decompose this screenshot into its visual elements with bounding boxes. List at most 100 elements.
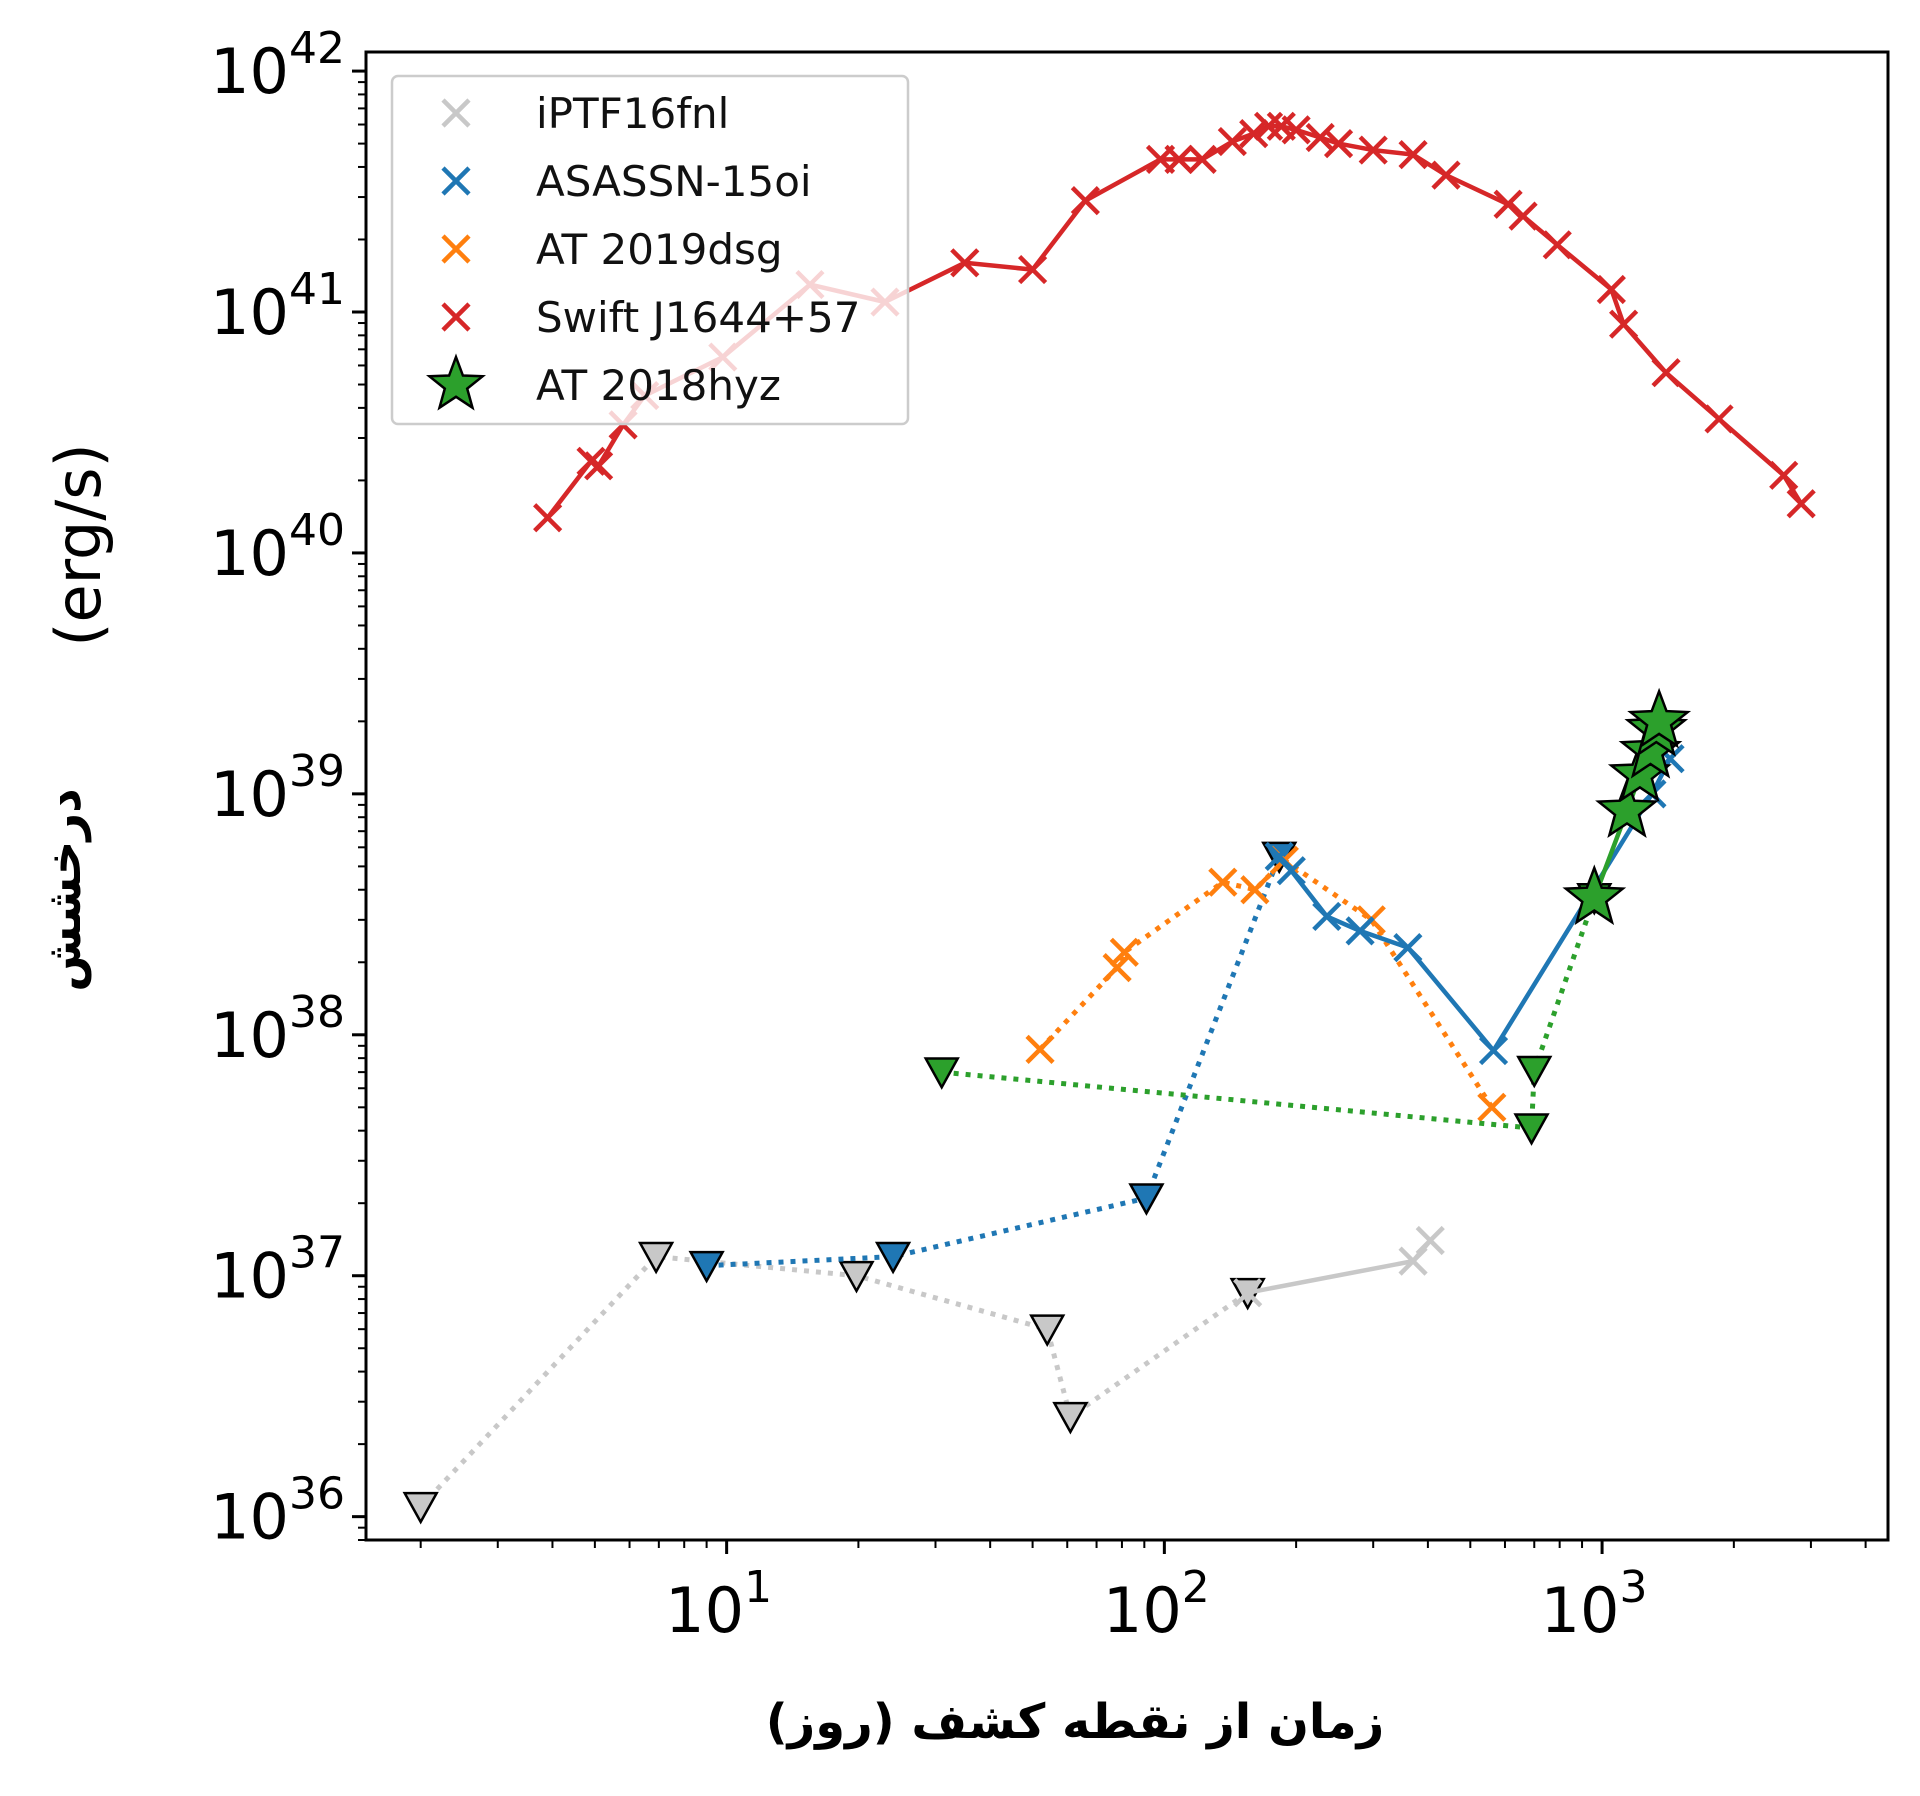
x-tick-label-1: 101 [665, 1562, 772, 1647]
data-point-iptf16fnl-limits-0 [402, 1491, 439, 1525]
legend-marker-iptf16fnl-stroke-b [441, 98, 471, 128]
data-point-swift-j1644-57-17-stroke-b [1266, 111, 1296, 141]
legend-item-swift-j1644-57: Swift J1644+57 [441, 293, 860, 342]
data-point-swift-j1644-57-18 [1281, 115, 1311, 145]
data-point-swift-j1644-57-9 [1018, 254, 1048, 285]
data-point-swift-j1644-57-27 [1596, 274, 1626, 305]
data-point-swift-j1644-57-26 [1542, 230, 1572, 260]
data-point-swift-j1644-57-31 [1769, 460, 1799, 490]
data-point-swift-j1644-57-20-stroke-b [1323, 129, 1354, 159]
legend-box [390, 74, 910, 426]
data-point-swift-j1644-57-25 [1508, 201, 1538, 231]
data-point-at-2018hyz-limits-1 [1513, 1113, 1550, 1146]
x-tick-base-1: 10 [665, 1574, 744, 1647]
y-tick-base-40: 10 [210, 517, 289, 590]
x-tick-exp-1: 1 [744, 1562, 772, 1613]
data-point-iptf16fnl-1 [1398, 1246, 1428, 1276]
data-point-iptf16fnl-limits-2 [838, 1260, 875, 1294]
data-point-at-2018hyz-limits-0 [923, 1057, 960, 1090]
y-tick-exp-38: 38 [289, 987, 345, 1038]
y-tick-base-42: 10 [210, 35, 289, 108]
data-point-asassn-15oi-limits-0 [688, 1250, 725, 1284]
legend-marker-asassn-15oi [441, 166, 471, 196]
y-tick-exp-39: 39 [289, 746, 345, 797]
data-point-swift-j1644-57-29 [1651, 358, 1681, 388]
legend-label-asassn-15oi: ASASSN-15oi [536, 157, 812, 206]
y-tick-exp-41: 41 [289, 264, 345, 315]
data-point-at-2019dsg-4-stroke-b [1240, 875, 1270, 905]
plot-frame [364, 50, 1890, 1542]
data-point-asassn-15oi-3-stroke-b [1345, 916, 1375, 946]
y-tick-exp-37: 37 [289, 1228, 345, 1279]
legend-label-at-2018hyz: AT 2018hyz [536, 361, 781, 410]
x-axis-label: زمان از نقطه کشف (روز) [766, 1694, 1385, 1750]
data-point-at-2019dsg-4 [1240, 875, 1270, 905]
data-point-swift-j1644-57-27-stroke-b [1596, 274, 1626, 305]
legend-marker-swift-j1644-57 [441, 302, 471, 332]
data-point-at-2019dsg-0 [1025, 1034, 1055, 1064]
legend-marker-swift-j1644-57-stroke-b [441, 302, 471, 332]
data-point-swift-j1644-57-30-stroke-b [1704, 404, 1734, 434]
x-tick-exp-2: 2 [1182, 1562, 1210, 1613]
data-point-swift-j1644-57-18-stroke-b [1281, 115, 1311, 145]
y-tick-label-37: 1037 [210, 1228, 345, 1313]
legend-marker-at-2018hyz [426, 353, 486, 411]
x-tick-exp-3: 3 [1620, 1562, 1648, 1613]
data-point-swift-j1644-57-10 [1070, 186, 1100, 216]
y-tick-base-39: 10 [210, 758, 289, 831]
data-point-swift-j1644-57-15 [1239, 119, 1269, 149]
legend-label-iptf16fnl: iPTF16fnl [536, 89, 729, 138]
y-tick-label-41: 1041 [210, 264, 345, 349]
data-point-at-2019dsg-1-stroke-b [1102, 953, 1132, 983]
data-point-asassn-15oi-1-stroke-b [1276, 856, 1306, 886]
data-point-swift-j1644-57-22 [1398, 140, 1428, 170]
data-point-swift-j1644-57-28-stroke-b [1609, 309, 1639, 339]
legend-marker-at-2019dsg [441, 234, 471, 264]
data-point-swift-j1644-57-21-stroke-b [1358, 135, 1388, 165]
data-point-iptf16fnl-limits-3 [1029, 1314, 1066, 1347]
data-point-asassn-15oi-5-stroke-b [1478, 1035, 1509, 1066]
legend-item-at-2018hyz: AT 2018hyz [426, 353, 781, 411]
y-tick-base-41: 10 [210, 276, 289, 349]
data-point-iptf16fnl-2 [1415, 1225, 1445, 1256]
data-point-swift-j1644-57-20 [1323, 129, 1354, 159]
data-point-asassn-15oi-limits-2 [1128, 1183, 1165, 1216]
legend-item-asassn-15oi: ASASSN-15oi [441, 157, 812, 206]
data-point-swift-j1644-57-0-stroke-b [533, 503, 563, 533]
data-point-asassn-15oi-4 [1393, 933, 1423, 963]
data-point-iptf16fnl-0 [1233, 1278, 1263, 1308]
data-point-asassn-15oi-4-stroke-b [1393, 933, 1423, 963]
series-at-2018hyz [1562, 687, 1692, 926]
data-point-at-2019dsg-1 [1102, 953, 1132, 983]
data-point-swift-j1644-57-24-stroke-b [1493, 189, 1523, 219]
data-point-at-2019dsg-2-stroke-b [1109, 937, 1139, 967]
data-point-asassn-15oi-0-stroke-b [1264, 841, 1294, 872]
data-point-swift-j1644-57-8 [950, 248, 980, 278]
data-point-swift-j1644-57-25-stroke-b [1508, 201, 1538, 231]
y-tick-base-37: 10 [210, 1240, 289, 1313]
y-axis-label: درخشش [36, 788, 92, 992]
y-tick-label-38: 1038 [210, 987, 345, 1072]
data-point-swift-j1644-57-12-stroke-b [1164, 144, 1194, 174]
series-line-asassn-15oi-limits [706, 855, 1282, 1269]
data-point-at-2018hyz-5 [1627, 687, 1692, 749]
y-tick-label-40: 1040 [210, 505, 345, 590]
y-axis-unit-group: (erg/s) [42, 443, 115, 646]
legend-item-at-2019dsg: AT 2019dsg [441, 225, 783, 274]
data-point-swift-j1644-57-28 [1609, 309, 1639, 339]
data-point-swift-j1644-57-32-stroke-b [1786, 489, 1816, 519]
data-point-swift-j1644-57-2-stroke-b [584, 451, 614, 481]
data-point-swift-j1644-57-23 [1431, 160, 1461, 190]
data-point-at-2019dsg-0-stroke-b [1025, 1034, 1055, 1064]
data-point-swift-j1644-57-14-stroke-b [1217, 126, 1247, 157]
data-point-swift-j1644-57-23-stroke-b [1431, 160, 1461, 190]
data-point-asassn-15oi-2 [1312, 901, 1342, 932]
data-point-swift-j1644-57-16 [1253, 111, 1284, 141]
data-point-iptf16fnl-2-stroke-b [1415, 1225, 1445, 1256]
data-point-asassn-15oi-2-stroke-b [1312, 901, 1342, 932]
legend-marker-asassn-15oi-stroke-b [441, 166, 471, 196]
y-tick-label-39: 1039 [210, 746, 345, 831]
data-point-swift-j1644-57-30 [1704, 404, 1734, 434]
data-point-asassn-15oi-3 [1345, 916, 1375, 946]
